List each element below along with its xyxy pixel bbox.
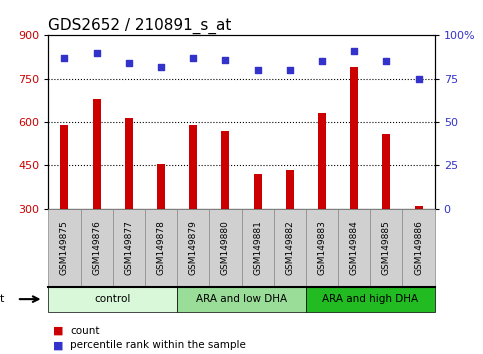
Text: GSM149886: GSM149886 (414, 220, 423, 275)
Text: GSM149880: GSM149880 (221, 220, 230, 275)
Point (60, 55, 68, 61)
Text: ■: ■ (53, 340, 64, 350)
Bar (318, 113, 326, 209)
Text: GSM149881: GSM149881 (253, 220, 262, 275)
Bar (189, 125, 197, 209)
Bar (157, 164, 165, 209)
Text: ARA and low DHA: ARA and low DHA (196, 294, 287, 304)
Point (415, 76, 423, 81)
Point (286, 67, 294, 73)
Text: GSM149884: GSM149884 (350, 221, 359, 275)
Point (254, 67, 261, 73)
Text: control: control (95, 294, 131, 304)
Text: GSM149882: GSM149882 (285, 221, 294, 275)
Bar (350, 67, 358, 209)
Bar (254, 174, 262, 209)
Text: ■: ■ (53, 326, 64, 336)
Text: GSM149879: GSM149879 (189, 220, 198, 275)
Bar (414, 206, 423, 209)
Bar (221, 131, 229, 209)
Bar (60, 125, 69, 209)
Point (318, 58, 326, 64)
Text: GSM149878: GSM149878 (156, 220, 166, 275)
Text: GSM149883: GSM149883 (317, 220, 327, 275)
Point (383, 58, 390, 64)
Point (222, 57, 229, 63)
Text: GSM149875: GSM149875 (60, 220, 69, 275)
Point (93, 50, 100, 56)
Text: GSM149885: GSM149885 (382, 220, 391, 275)
Text: GSM149877: GSM149877 (124, 220, 133, 275)
Bar (286, 170, 294, 209)
Bar (383, 134, 390, 209)
Point (189, 55, 197, 61)
Bar (93, 99, 100, 209)
Point (125, 60, 133, 66)
Bar (125, 118, 133, 209)
Point (350, 48, 358, 54)
Text: GDS2652 / 210891_s_at: GDS2652 / 210891_s_at (48, 18, 232, 34)
Text: count: count (70, 326, 99, 336)
Text: GSM149876: GSM149876 (92, 220, 101, 275)
Text: percentile rank within the sample: percentile rank within the sample (70, 340, 246, 350)
Text: ARA and high DHA: ARA and high DHA (322, 294, 418, 304)
Text: agent: agent (0, 294, 5, 304)
Point (157, 64, 165, 69)
